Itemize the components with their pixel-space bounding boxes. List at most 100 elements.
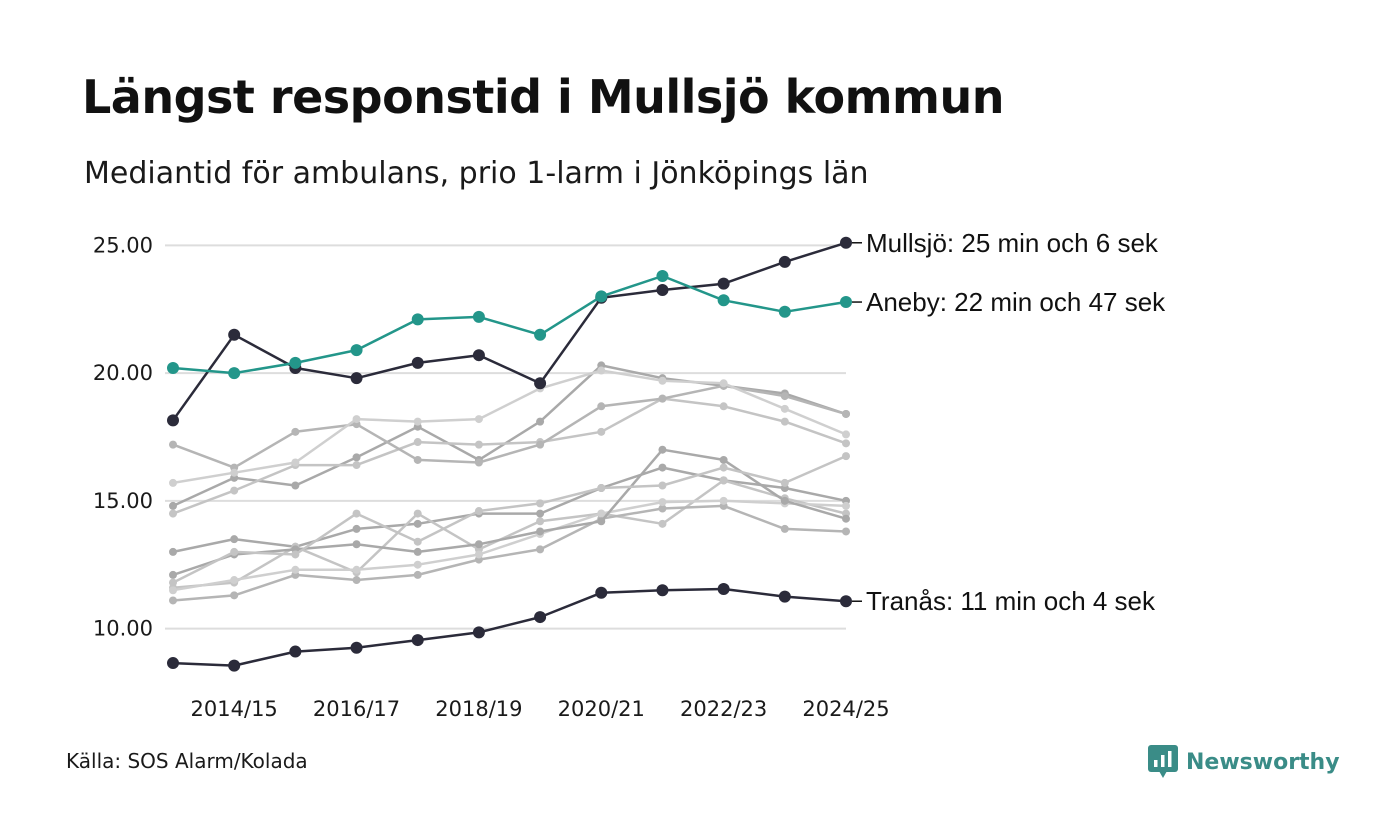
other-series-point (658, 376, 667, 385)
other-series-point (536, 417, 545, 426)
series-3-point (167, 657, 179, 670)
series-1-point (778, 255, 791, 268)
other-series-point (413, 547, 422, 556)
other-series-point (474, 507, 483, 516)
series-1-point (167, 414, 179, 427)
other-series-point (842, 439, 850, 448)
other-series-point (719, 402, 728, 411)
series-2-point (595, 290, 608, 303)
y-axis-ticks: 10.00 15.00 20.00 25.00 (93, 233, 153, 640)
series-1-point (411, 356, 424, 369)
other-series-line (171, 397, 848, 515)
other-series-point (169, 586, 177, 595)
brand: Newsworthy (1148, 744, 1340, 780)
highlighted-series (167, 236, 852, 672)
other-series-point (536, 527, 545, 536)
other-series-point (230, 591, 239, 600)
other-series-point (597, 509, 606, 518)
other-series-point (352, 576, 361, 585)
other-series-point (842, 409, 850, 418)
y-tick-label: 10.00 (93, 617, 153, 641)
series-1-point (717, 277, 730, 290)
series-3-point (595, 586, 608, 599)
x-tick-label: 2024/25 (802, 697, 889, 721)
series-3-point (350, 641, 363, 654)
other-series-point (169, 440, 177, 449)
other-series-point (597, 402, 606, 411)
x-tick-label: 2014/15 (191, 697, 278, 721)
other-series-line (171, 466, 848, 554)
other-series-point (536, 517, 545, 526)
x-tick-label: 2022/23 (680, 697, 767, 721)
other-series-line (171, 369, 848, 485)
other-series-point (719, 379, 728, 388)
other-series-point (474, 540, 483, 549)
series-3-point (289, 645, 302, 658)
other-series-point (291, 481, 300, 490)
series-2-point (289, 356, 302, 369)
series-2-point (656, 269, 669, 282)
series-2-point (840, 296, 852, 309)
x-tick-label: 2018/19 (435, 697, 522, 721)
other-series-point (719, 463, 728, 472)
other-series-point (291, 565, 300, 574)
other-series-point (230, 486, 239, 495)
other-series-point (719, 455, 728, 464)
other-series-point (658, 394, 667, 403)
other-series-point (658, 519, 667, 528)
y-tick-label: 25.00 (93, 233, 153, 257)
series-2-point (411, 313, 424, 326)
series-2-point (228, 367, 241, 380)
series-3-label: Tranås: 11 min och 4 sek (866, 586, 1156, 616)
other-series-point (842, 452, 850, 461)
other-series-point (597, 517, 606, 526)
other-series-point (413, 417, 422, 426)
other-series-point (169, 501, 177, 510)
series-3-point (717, 582, 730, 595)
other-series-point (291, 427, 300, 436)
other-series-point (780, 404, 789, 413)
grid-lines (165, 244, 846, 630)
series-2-point (534, 328, 547, 341)
other-series-point (719, 496, 728, 505)
series-3-point (778, 590, 791, 603)
other-series-point (291, 458, 300, 467)
other-series-point (352, 524, 361, 533)
series-3-point (411, 634, 424, 647)
other-series-point (474, 415, 483, 424)
other-series-point (413, 537, 422, 546)
other-series-line (171, 364, 848, 508)
series-2-label: Aneby: 22 min och 47 sek (866, 287, 1166, 317)
other-series-point (352, 453, 361, 462)
other-series-point (658, 481, 667, 490)
other-series-point (780, 392, 789, 401)
series-2-point (167, 361, 179, 374)
other-series-point (536, 440, 545, 449)
series-1-point (350, 372, 363, 385)
series-1-label: Mullsjö: 25 min och 6 sek (866, 228, 1159, 258)
other-series-point (413, 438, 422, 447)
other-series-point (474, 458, 483, 467)
other-series-line (171, 448, 848, 577)
other-series-point (230, 576, 239, 585)
other-series-point (352, 461, 361, 470)
x-tick-label: 2016/17 (313, 697, 400, 721)
other-series-point (780, 417, 789, 426)
other-series-point (413, 560, 422, 569)
other-series-point (413, 509, 422, 518)
other-series-line (171, 499, 848, 592)
other-series-point (719, 476, 728, 485)
series-3-point (472, 626, 485, 639)
other-series-point (842, 501, 850, 510)
other-series-point (230, 547, 239, 556)
other-series-line (171, 504, 848, 602)
series-1-point (534, 377, 547, 390)
other-series-point (597, 427, 606, 436)
source-note: Källa: SOS Alarm/Kolada (66, 749, 308, 773)
series-1-point (656, 284, 669, 297)
series-1-point (472, 349, 485, 362)
series-labels: Mullsjö: 25 min och 6 sek Aneby: 22 min o… (852, 228, 1166, 616)
chart-subtitle: Mediantid för ambulans, prio 1-larm i Jö… (84, 156, 869, 191)
other-series-point (413, 519, 422, 528)
other-series-point (658, 445, 667, 454)
